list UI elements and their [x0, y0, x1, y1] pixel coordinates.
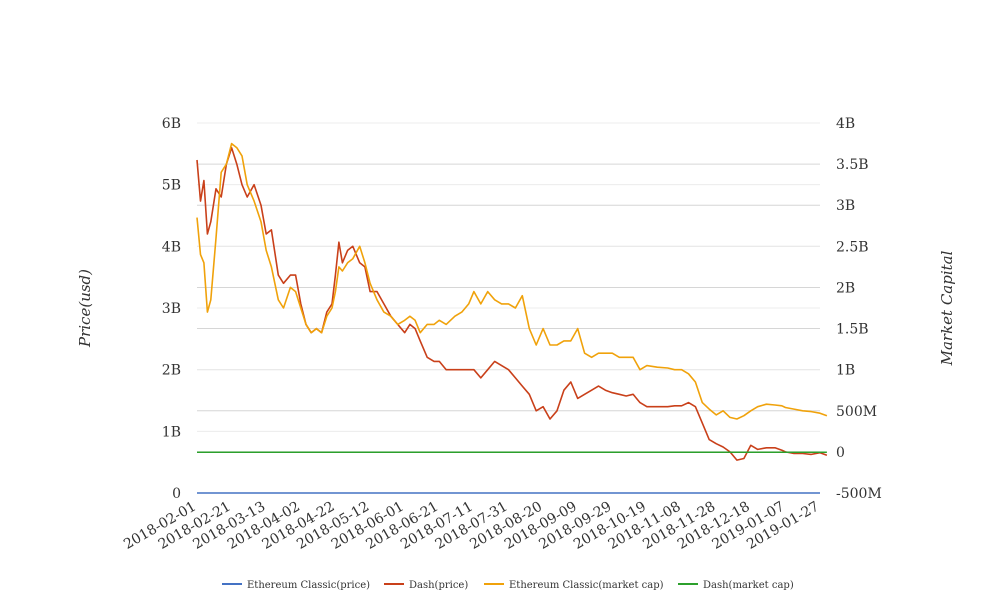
legend: Ethereum Classic(price) Dash(price) Ethere… — [222, 580, 794, 591]
left-tick-label: 2B — [162, 363, 181, 379]
x-axis: 2018-02-012018-02-212018-03-132018-04-02… — [121, 499, 822, 553]
left-tick-label: 1B — [162, 424, 181, 440]
right-tick-label: 3.5B — [836, 157, 869, 173]
series-line-3 — [196, 142, 828, 420]
legend-label: Dash(market cap) — [703, 580, 794, 591]
right-tick-label: 0 — [836, 445, 845, 461]
legend-label: Dash(price) — [409, 580, 468, 591]
grid — [197, 122, 820, 494]
left-tick-label: 6B — [162, 116, 181, 132]
right-tick-label: 2B — [836, 280, 855, 296]
left-tick-label: 0 — [172, 486, 181, 502]
legend-label: Ethereum Classic(market cap) — [509, 580, 664, 591]
right-tick-label: 3B — [836, 198, 855, 214]
right-tick-label: 500M — [836, 404, 877, 420]
left-tick-label: 4B — [162, 239, 181, 255]
series-layer — [196, 142, 828, 494]
y-axis-title-left: Price(usd) — [76, 269, 94, 348]
y-axis-title-right: Market Capital — [938, 250, 956, 366]
left-tick-label: 3B — [162, 301, 181, 317]
right-tick-label: 4B — [836, 116, 855, 132]
right-tick-label: 1B — [836, 363, 855, 379]
right-tick-label: -500M — [836, 486, 882, 502]
right-axis: -500M 0 500M 1B 1.5B 2B 2.5B 3B 3.5B 4B — [836, 116, 882, 502]
left-tick-label: 5B — [162, 178, 181, 194]
left-axis: 0 1B 2B 3B 4B 5B 6B — [162, 116, 181, 502]
series-line-2 — [196, 146, 828, 461]
legend-label: Ethereum Classic(price) — [247, 580, 370, 591]
right-tick-label: 2.5B — [836, 239, 869, 255]
right-tick-label: 1.5B — [836, 322, 869, 338]
